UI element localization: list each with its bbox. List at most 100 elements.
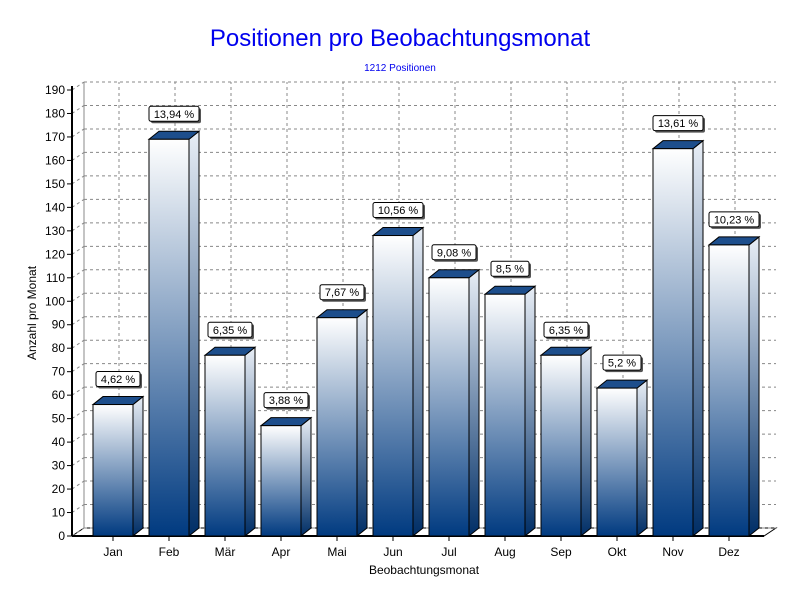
bar-Okt xyxy=(595,379,649,538)
y-tick-label: 30 xyxy=(52,459,66,473)
bar xyxy=(428,277,470,537)
grid-line-side xyxy=(71,433,85,443)
data-label: 3,88 % xyxy=(269,395,303,407)
bar-side xyxy=(188,130,200,538)
bar-side xyxy=(244,346,256,538)
bar-Jul xyxy=(427,268,481,538)
x-tick-label: Dez xyxy=(718,545,739,559)
bar-Jun xyxy=(371,226,425,538)
x-tick-label: Aug xyxy=(494,545,515,559)
bar xyxy=(484,293,526,537)
data-label: 13,61 % xyxy=(658,118,699,130)
bar-side xyxy=(132,395,144,538)
x-tick-label: Apr xyxy=(272,545,291,559)
y-tick-label: 110 xyxy=(46,271,65,285)
grid-line-side xyxy=(71,363,85,373)
data-label: 5,2 % xyxy=(608,358,636,370)
bar-side xyxy=(524,285,536,538)
data-label-box xyxy=(95,371,141,388)
x-tick-label: Feb xyxy=(159,545,180,559)
bar xyxy=(148,138,190,537)
y-tick-label: 80 xyxy=(52,341,66,355)
x-tick-label: Jan xyxy=(103,545,122,559)
grid-line-side xyxy=(71,527,85,537)
x-tick-label: Jun xyxy=(383,545,402,559)
data-label-box xyxy=(431,244,477,261)
grid-line-side xyxy=(71,292,85,302)
data-label-box xyxy=(148,105,200,122)
bar-side xyxy=(356,308,368,538)
data-label-box xyxy=(490,260,530,277)
grid-line-side xyxy=(71,152,85,161)
x-axis-label: Beobachtungsmonat xyxy=(369,563,480,577)
grid-line-side xyxy=(71,457,85,466)
bar xyxy=(204,354,246,537)
y-tick-label: 60 xyxy=(52,388,66,402)
bar xyxy=(316,317,358,537)
data-label: 13,94 % xyxy=(154,109,195,121)
y-tick-label: 140 xyxy=(45,200,65,214)
y-tick-label: 190 xyxy=(45,83,65,97)
data-label-box xyxy=(207,321,253,338)
grid-line-side xyxy=(71,269,85,279)
y-tick-label: 160 xyxy=(45,153,65,167)
grid-line-side xyxy=(71,128,85,138)
bar-Jan xyxy=(91,395,145,538)
bar xyxy=(372,235,414,537)
y-axis-label: Anzahl pro Monat xyxy=(25,265,39,360)
x-tick-label: Nov xyxy=(662,545,683,559)
bar-Aug xyxy=(483,285,537,538)
data-label-box xyxy=(263,392,309,409)
grid-line-side xyxy=(71,316,85,326)
grid-line-side xyxy=(71,410,85,420)
bar-Mai xyxy=(315,308,369,538)
bar-side xyxy=(412,226,424,538)
y-tick-label: 10 xyxy=(52,506,66,520)
data-label: 6,35 % xyxy=(213,325,247,337)
data-label: 10,23 % xyxy=(714,214,755,226)
grid-line-side xyxy=(71,480,85,490)
data-label: 7,67 % xyxy=(325,287,359,299)
y-tick-label: 90 xyxy=(52,318,66,332)
bar xyxy=(596,387,638,537)
data-label: 9,08 % xyxy=(437,247,471,259)
bar-side xyxy=(300,416,312,538)
data-labels: 4,62 % 13,94 % 6,35 % 3,88 % 7,67 % 10,56 % 9,… xyxy=(95,105,761,410)
grid-line-side xyxy=(71,339,85,349)
data-label: 8,5 % xyxy=(496,264,524,276)
bar-Dez xyxy=(707,235,761,538)
y-tick-label: 70 xyxy=(52,365,66,379)
y-tick-label: 100 xyxy=(45,294,65,308)
bar xyxy=(708,244,750,537)
data-label: 10,56 % xyxy=(378,205,419,217)
y-tick-label: 40 xyxy=(52,435,66,449)
bar xyxy=(540,354,582,537)
bars xyxy=(91,130,761,538)
chart-title: Positionen pro Beobachtungsmonat xyxy=(210,25,591,52)
bar xyxy=(260,425,302,537)
y-tick-label: 120 xyxy=(45,247,65,261)
grid-line-side xyxy=(71,175,85,185)
grid-line-side xyxy=(71,222,85,232)
bar-Mär xyxy=(203,346,257,538)
grid-line-side xyxy=(71,504,85,513)
data-label-box xyxy=(652,115,704,132)
bar-side xyxy=(636,379,648,538)
bar-side xyxy=(692,139,704,538)
y-tick-label: 170 xyxy=(45,130,65,144)
bar xyxy=(92,404,134,537)
y-tick-label: 20 xyxy=(52,482,66,496)
data-label-box xyxy=(708,211,760,228)
bar-Nov xyxy=(651,139,705,538)
y-tick-label: 130 xyxy=(45,224,65,238)
data-label-box xyxy=(372,202,424,219)
x-tick-label: Mai xyxy=(327,545,346,559)
bar xyxy=(652,148,694,537)
grid-line-side xyxy=(71,105,85,114)
y-tick-label: 50 xyxy=(52,412,66,426)
grid-line-side xyxy=(71,386,85,396)
chart-subtitle: 1212 Positionen xyxy=(364,63,436,74)
x-tick-label: Mär xyxy=(215,545,236,559)
y-tick-label: 180 xyxy=(45,106,65,120)
